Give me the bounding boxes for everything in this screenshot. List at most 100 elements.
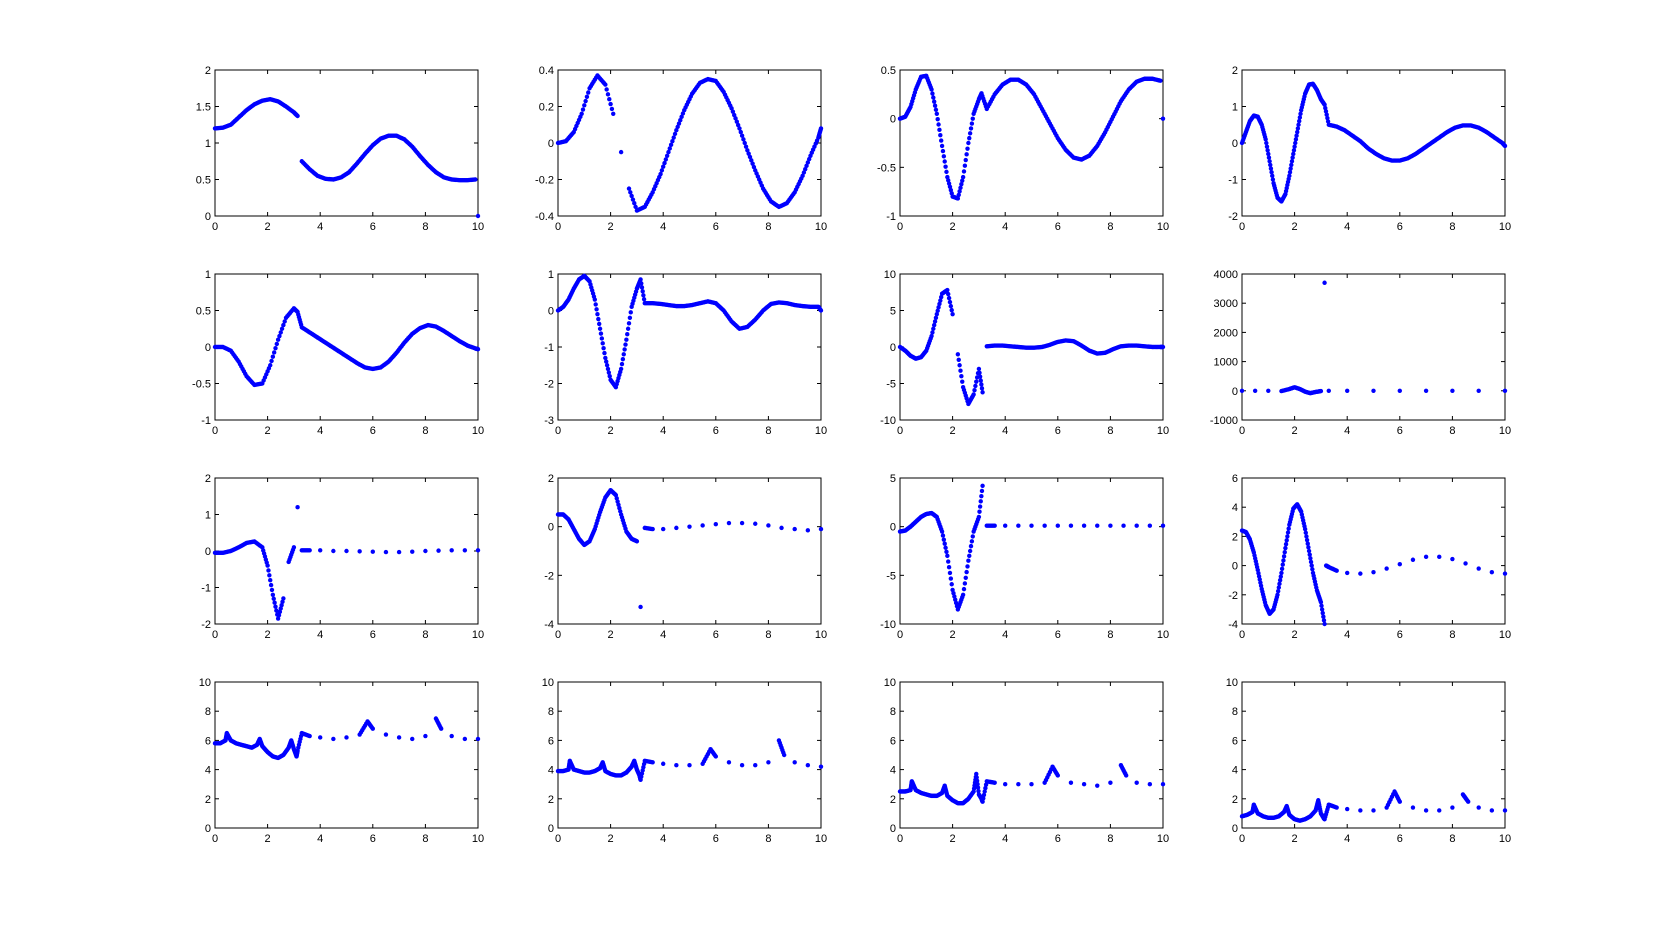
data-point [1081, 782, 1087, 787]
data-point [1095, 523, 1100, 528]
x-tick-label: 10 [815, 425, 827, 437]
y-tick-label: 6 [1232, 473, 1238, 485]
data-point [1055, 523, 1061, 528]
data-point [1108, 780, 1113, 785]
data-point [670, 138, 675, 144]
data-point [667, 146, 672, 151]
data-point [1322, 621, 1327, 627]
data-point [1134, 523, 1139, 528]
y-tick-label: 4000 [1214, 269, 1238, 281]
data-point [753, 763, 758, 768]
data-point [661, 164, 666, 169]
data-point [1305, 541, 1310, 546]
data-point [1371, 808, 1376, 813]
y-tick-label: 2 [205, 65, 211, 77]
data-point [974, 778, 980, 783]
x-tick-label: 10 [472, 833, 484, 845]
data-point [1319, 607, 1325, 612]
y-tick-label: 6 [205, 735, 211, 747]
y-tick-label: 10 [1226, 677, 1238, 689]
data-point [818, 764, 824, 769]
data-point [671, 135, 676, 140]
y-tick-label: 8 [205, 706, 211, 718]
axes-frame [214, 69, 479, 217]
data-point [1158, 78, 1163, 83]
data-point [960, 379, 965, 384]
data-point [603, 82, 608, 87]
subplot-14: 0 2 4 6 8 10 0 2 4 6 8 10 [542, 677, 827, 845]
data-point [1325, 115, 1330, 121]
data-point [1281, 554, 1287, 559]
data-point [596, 316, 601, 322]
data-point [1288, 166, 1293, 171]
data-point [625, 332, 630, 337]
data-point [609, 106, 615, 112]
data-point [1502, 808, 1508, 813]
data-point [639, 285, 645, 290]
data-point [1322, 280, 1327, 285]
data-point [396, 549, 402, 555]
data-point [936, 305, 941, 310]
y-tick-label: 0 [890, 522, 896, 534]
data-point [975, 785, 981, 790]
data-point [1326, 388, 1331, 393]
data-point [622, 347, 627, 352]
data-point [1055, 773, 1061, 778]
data-point [1264, 144, 1270, 149]
x-tick-label: 0 [1239, 833, 1245, 845]
data-point [1410, 805, 1416, 810]
data-point [738, 129, 743, 135]
data-point [438, 726, 444, 731]
data-point [1465, 799, 1471, 804]
data-point [946, 295, 952, 301]
y-tick-label: 2 [205, 473, 211, 485]
data-point [743, 144, 749, 149]
data-point [1450, 556, 1455, 562]
data-point [968, 126, 974, 131]
x-tick-label: 8 [765, 221, 771, 233]
data-point [1285, 530, 1291, 535]
data-point [947, 570, 953, 576]
data-point [781, 752, 787, 758]
data-point [318, 735, 323, 740]
y-tick-label: 1000 [1214, 357, 1238, 369]
y-tick-label: -3 [544, 415, 554, 427]
x-tick-label: 10 [472, 425, 484, 437]
data-point [279, 326, 285, 331]
y-tick-label: 0 [205, 211, 211, 223]
data-point [1282, 550, 1287, 555]
data-point [276, 612, 282, 618]
data-point [271, 350, 277, 355]
y-tick-label: 6 [548, 735, 554, 747]
data-point [955, 196, 961, 201]
data-point [295, 505, 300, 510]
data-point [1279, 566, 1285, 571]
data-point [638, 277, 643, 282]
data-point [1371, 569, 1376, 575]
data-point [1293, 140, 1298, 146]
data-point [1345, 806, 1350, 812]
x-tick-label: 8 [765, 425, 771, 437]
data-point [1423, 388, 1429, 393]
data-point [679, 114, 684, 120]
data-point [607, 374, 612, 379]
data-point [630, 197, 636, 202]
data-point [268, 363, 273, 368]
data-point [1289, 162, 1294, 168]
data-point [938, 133, 943, 138]
y-tick-label: -2 [1228, 590, 1238, 602]
data-point [932, 319, 938, 324]
y-tick-label: 10 [884, 677, 896, 689]
data-point [1265, 148, 1270, 153]
y-tick-label: -2 [201, 619, 211, 631]
data-point [973, 383, 978, 389]
data-point [625, 326, 631, 331]
data-point [1321, 618, 1327, 623]
data-point [800, 173, 805, 179]
data-point [1266, 155, 1272, 160]
subplot-11: 0 2 4 6 8 10 -10 -5 0 5 [880, 473, 1169, 641]
data-point [580, 107, 586, 112]
data-point [600, 341, 605, 346]
data-point [370, 726, 375, 731]
data-point [268, 582, 274, 588]
